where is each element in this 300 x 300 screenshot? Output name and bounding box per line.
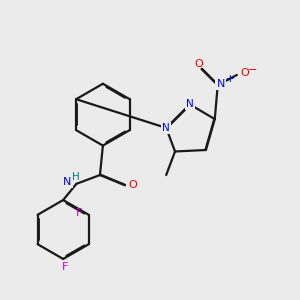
Text: F: F <box>76 208 83 218</box>
Text: O: O <box>194 59 203 69</box>
Text: H: H <box>72 172 80 182</box>
Text: N: N <box>217 79 225 89</box>
Text: N: N <box>186 99 194 110</box>
Text: O: O <box>241 68 250 78</box>
Text: N: N <box>162 123 170 133</box>
Text: −: − <box>248 64 257 75</box>
Text: +: + <box>226 74 234 84</box>
Text: F: F <box>61 262 68 272</box>
Text: N: N <box>63 177 72 188</box>
Text: O: O <box>128 180 137 190</box>
